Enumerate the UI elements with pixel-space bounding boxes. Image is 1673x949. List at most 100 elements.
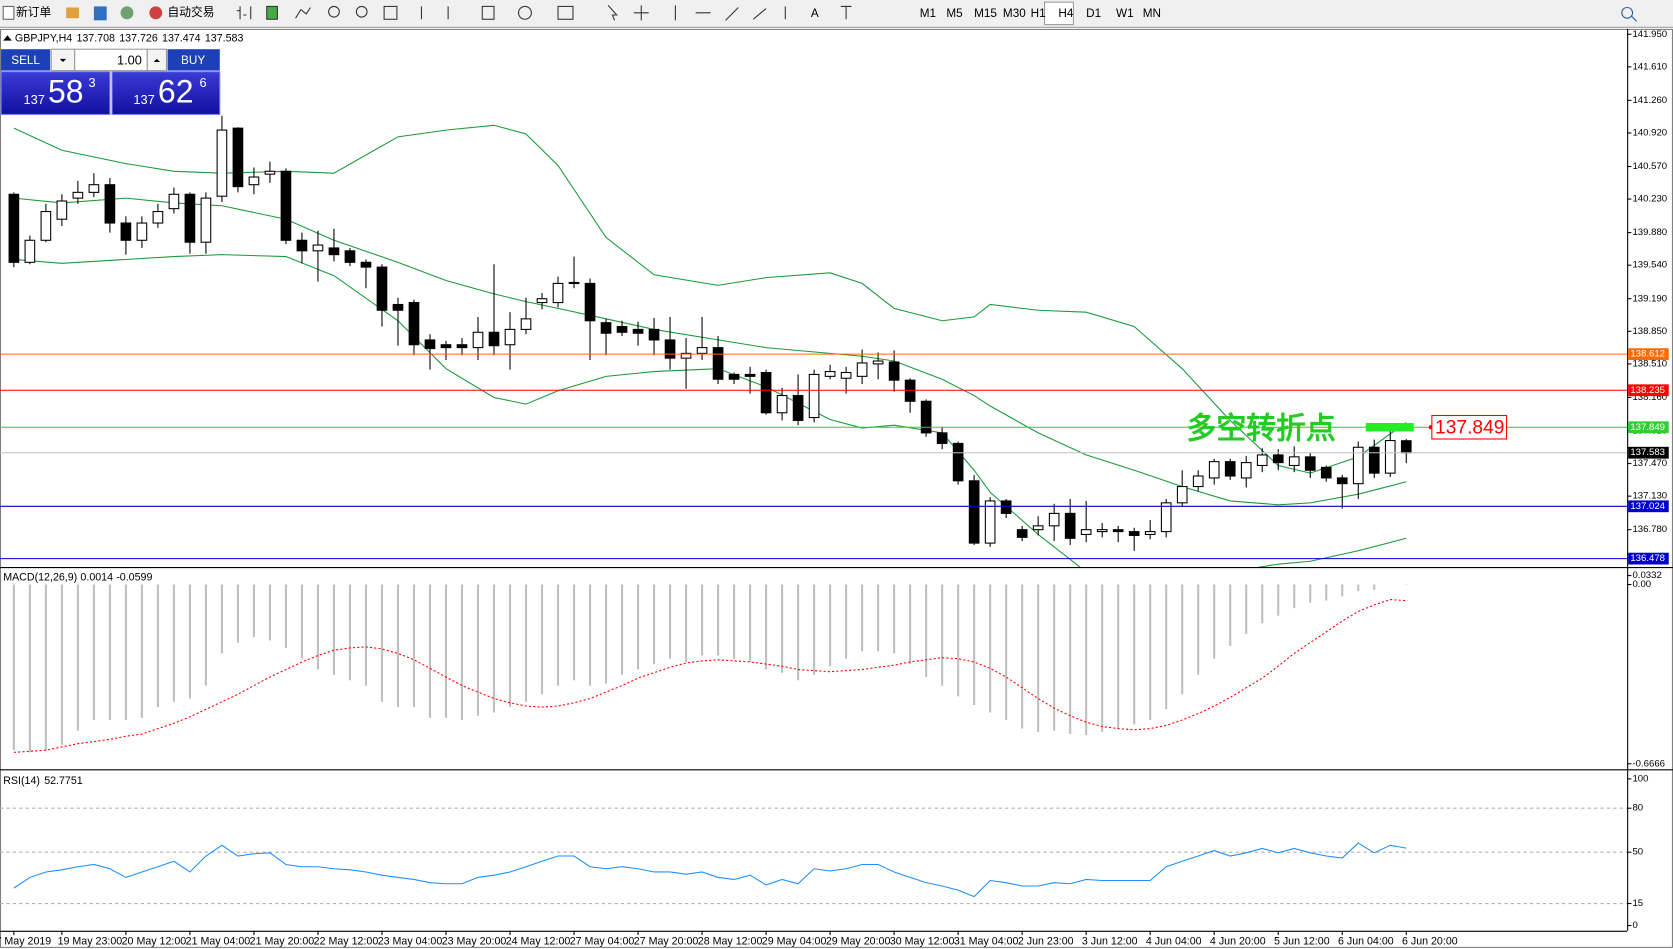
x-tick-label: 31 May 04:00 (954, 935, 1019, 947)
candle-body (1096, 529, 1108, 533)
price-label: 136.478 (1630, 553, 1665, 564)
sell-price-box[interactable] (0, 71, 111, 116)
candle-body (760, 371, 772, 414)
candle-body (472, 331, 484, 349)
y-tick-label: 141.610 (1632, 61, 1667, 72)
candle-body (1000, 500, 1012, 514)
scroll-tool[interactable] (420, 6, 449, 20)
y-tick-label: 140.230 (1632, 194, 1667, 205)
timeframe-button[interactable]: MN (1143, 7, 1161, 20)
x-tick-label: 27 May 20:00 (634, 935, 699, 947)
candle-body (1336, 477, 1348, 485)
lot-value[interactable]: 1.00 (117, 52, 142, 67)
candle-tool[interactable] (266, 5, 278, 20)
x-tick-label: 21 May 20:00 (250, 935, 315, 947)
candle-body (680, 352, 692, 359)
zoom-in[interactable] (328, 5, 340, 18)
candle-body (776, 394, 788, 414)
candle-body (664, 339, 676, 359)
tool-icon[interactable] (93, 6, 107, 21)
timeframe-button[interactable]: W1 (1116, 7, 1134, 20)
candle-body (56, 200, 68, 220)
y-tick-label: 15 (1632, 898, 1643, 909)
x-tick-label: 29 May 04:00 (762, 935, 827, 947)
candle-body (568, 281, 580, 285)
candle-body (808, 373, 820, 419)
x-tick-label: 30 May 12:00 (890, 935, 955, 947)
zoom-out[interactable] (355, 5, 368, 18)
one-click-trading: SELL 1.00 BUY 137 58 3 137 62 6 (0, 48, 221, 116)
y-tick-label: 140.570 (1632, 161, 1667, 172)
new-order-icon[interactable] (2, 5, 15, 20)
price-label-bg (1628, 421, 1669, 434)
new-order-button[interactable]: 新订单 (16, 5, 51, 19)
candle-body (952, 442, 964, 482)
sell-price-pips: 58 (48, 74, 84, 110)
y-tick-label: 141.260 (1632, 95, 1667, 106)
period-tool[interactable] (518, 5, 532, 20)
timeframe-button[interactable]: H1 (1031, 7, 1046, 20)
timeframe-button[interactable]: H4 (1058, 7, 1073, 20)
candle-body (1032, 525, 1044, 531)
indicator-tool[interactable] (481, 5, 495, 20)
bar-chart-tool[interactable] (236, 6, 252, 20)
lot-up-arrow (153, 58, 161, 63)
search-icon[interactable] (1621, 6, 1638, 22)
candle-body (1288, 456, 1300, 467)
timeframe-button[interactable]: M15 (974, 7, 997, 20)
header-open: 137.708 (76, 32, 115, 44)
buy-price-box[interactable] (111, 71, 221, 116)
candle-body (984, 500, 996, 544)
objects-tools[interactable] (633, 5, 852, 21)
candle-body (248, 176, 260, 186)
candle-body (888, 361, 900, 381)
x-tick-label: 3 Jun 12:00 (1082, 935, 1138, 947)
tool-icon[interactable] (66, 7, 79, 19)
tile-tool[interactable] (383, 5, 398, 20)
candle-body (856, 362, 868, 377)
bollinger-band (13, 197, 1407, 506)
auto-trade-button[interactable]: 自动交易 (168, 5, 215, 19)
y-tick-label: 139.540 (1632, 260, 1667, 271)
buy-price-pips: 62 (158, 74, 194, 110)
y-tick-label: 80 (1632, 803, 1643, 814)
sell-label[interactable]: SELL (11, 54, 40, 67)
price-label: 138.612 (1630, 349, 1665, 360)
candle-body (440, 344, 452, 349)
candle-body (1368, 446, 1380, 474)
symbol-icon (3, 35, 12, 41)
y-tick-label: 0.00 (1632, 579, 1651, 590)
tool-icon[interactable] (120, 6, 134, 20)
candle-body (1144, 531, 1156, 536)
candle-body (264, 170, 276, 175)
candle-body (312, 244, 324, 252)
price-pane (0, 115, 1628, 568)
cursor-tool[interactable] (607, 4, 618, 21)
candle-body (1048, 512, 1060, 527)
timeframe-button[interactable]: D1 (1086, 7, 1101, 20)
price-label-bg (1628, 552, 1669, 565)
buy-price-big: 137 (133, 92, 154, 107)
timeframe-button[interactable]: M30 (1003, 7, 1026, 20)
text-tool[interactable]: A (811, 7, 819, 20)
candle-body (120, 222, 132, 241)
timeframe-button[interactable]: M1 (920, 7, 936, 20)
auto-trade-icon[interactable] (149, 6, 163, 20)
candle-body (1240, 462, 1252, 479)
template-tool[interactable] (557, 5, 574, 20)
candle-body (968, 480, 980, 544)
rsi-value: 52.7751 (44, 775, 83, 787)
buy-label[interactable]: BUY (181, 54, 205, 67)
y-tick-label: 137.470 (1632, 458, 1667, 469)
sell-price-point: 3 (89, 75, 96, 90)
candle-body (1112, 529, 1124, 533)
annotation-price: 137.849 (1435, 417, 1504, 438)
timeframe-button[interactable]: M5 (946, 7, 963, 20)
line-tool[interactable] (295, 7, 311, 19)
candle-body (40, 210, 52, 241)
candle-body (88, 184, 100, 193)
macd-value: 0.0014 (80, 572, 113, 584)
buy-button[interactable] (167, 49, 220, 71)
sell-button[interactable] (1, 49, 51, 71)
